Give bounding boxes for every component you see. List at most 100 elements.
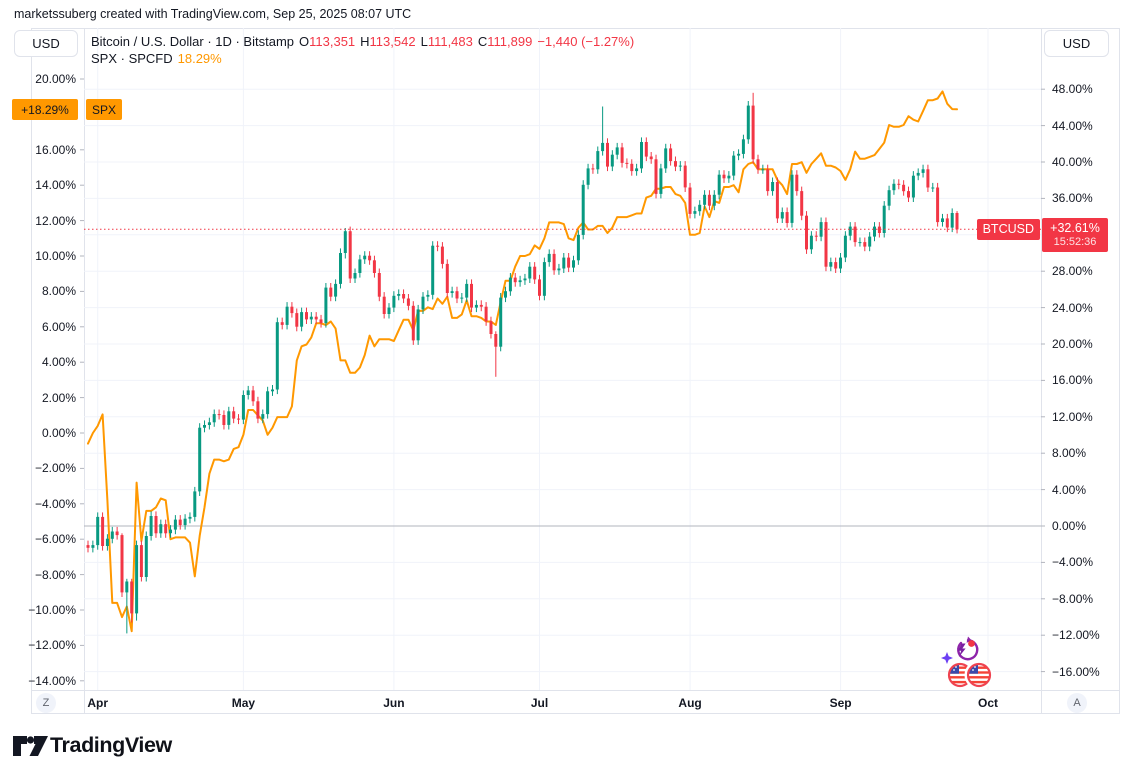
candle-body [858,242,862,244]
candle-body [193,491,197,517]
candle-body [756,159,760,170]
legend-compare-row[interactable]: SPX · SPCFD 18.29% [91,51,634,67]
candle-body [863,242,867,247]
candle-body [309,316,313,320]
candle-body [945,218,949,228]
attribution-text: marketssuberg created with TradingView.c… [14,7,412,21]
candle-body [363,255,367,260]
candle-body [751,105,755,160]
candle-body [479,304,483,307]
candle-body [562,257,566,269]
left-axis-tick-label: −12.00% [28,638,76,653]
candle-body [334,283,338,297]
frame-bottom-border [31,713,1120,714]
candle-body [377,273,381,297]
time-axis-month-label: Aug [678,696,702,710]
legend-symbol-row[interactable]: Bitcoin / U.S. Dollar · 1D · Bitstamp O … [91,34,634,50]
tradingview-wordmark[interactable]: TradingView [50,733,172,757]
candle-body [936,187,940,223]
btc-symbol-badge[interactable]: BTCUSD [976,219,1040,240]
candle-body [834,262,838,269]
spx-symbol-badge[interactable]: SPX [86,99,123,120]
left-axis-tick-label: −10.00% [28,603,76,617]
candle-body [557,268,561,271]
zoom-out-button[interactable]: Z [36,693,56,713]
candle-body [955,213,959,230]
legend-symbol-title: Bitcoin / U.S. Dollar · 1D · Bitstamp [91,34,294,49]
candle-body [926,169,930,188]
candle-body [319,319,323,323]
left-axis-tick-label: 2.00% [41,390,76,405]
auto-scale-label: A [1073,697,1081,709]
candle-body [426,294,430,297]
candle-body [450,291,454,293]
btc-value-badge: +32.61% 15:52:36 [1042,218,1108,252]
time-axis-month-label: Jun [383,696,405,710]
candle-body [159,524,163,534]
high-value: 113,542 [369,34,416,49]
right-axis-tick-label: 48.00% [1052,82,1093,97]
right-axis-tick-label: 12.00% [1052,409,1093,424]
candle-body [421,296,425,310]
candle-body [343,231,347,253]
left-scale-separator [84,28,85,714]
candle-body [280,322,284,325]
tradingview-logo-icon[interactable] [13,735,49,763]
right-axis-tick-label: −4.00% [1052,555,1094,570]
candle-body [683,165,687,188]
candle-body [314,316,318,320]
spx-symbol-text: SPX [92,102,117,117]
ai-sparkle-event-icon[interactable] [941,636,979,665]
candle-body [470,283,473,308]
candle-body [130,581,134,614]
us-flag-economic-event-icon[interactable] [947,660,994,690]
candle-body [115,531,119,536]
close-value: 111,899 [487,34,533,49]
candle-body [489,321,493,334]
candle-body [941,218,944,222]
spx-value-badge: +18.29% [12,99,78,120]
candle-body [241,395,245,420]
left-axis-tick-label: 16.00% [35,142,76,157]
candle-body [547,253,551,263]
right-axis-tick-label: 16.00% [1052,373,1093,388]
candle-body [902,184,906,192]
close-letter: C [477,34,488,49]
candle-body [358,259,362,273]
candle-body [251,390,255,402]
candle-body [669,148,673,162]
candle-body [275,322,279,390]
candle-body [916,172,920,176]
left-axis-tick-label: 12.00% [35,213,76,228]
right-currency-button[interactable]: USD [1044,30,1109,57]
candle-body [586,168,590,185]
btc-symbol-text: BTCUSD [982,222,1034,237]
candle-body [737,153,741,156]
candle-body [921,169,925,173]
candle-body [635,168,639,172]
right-axis-tick-label: 8.00% [1052,446,1087,461]
left-currency-button[interactable]: USD [14,30,78,57]
candle-body [125,581,129,593]
time-scale[interactable] [85,691,1041,713]
candle-body [203,425,206,428]
low-value: 111,483 [427,34,473,49]
left-axis-tick-label: −14.00% [28,673,76,688]
candle-body [154,516,158,534]
candle-body [950,213,954,228]
candle-body [674,161,677,167]
open-value: 113,351 [309,34,356,49]
left-axis-tick-label: −4.00% [34,496,76,511]
time-axis-month-label: Apr [87,696,109,710]
candle-body [868,236,872,247]
spx-line-series[interactable] [87,90,958,633]
candle-body [139,545,143,577]
candle-body [931,187,935,189]
candle-body [688,187,692,214]
candle-body [144,536,148,577]
auto-scale-button[interactable]: A [1067,693,1087,713]
candle-body [892,183,896,191]
candle-body [542,262,546,296]
candle-body [606,142,609,167]
